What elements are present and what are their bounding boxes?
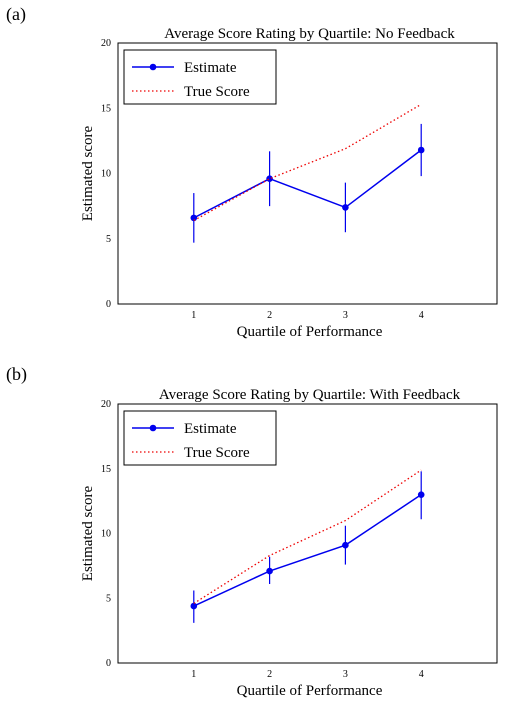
panel-a-y-tick-label: 10 — [101, 169, 111, 180]
panel-b-y-axis-label: Estimated score — [80, 485, 96, 581]
panel-b-x-axis-label: Quartile of Performance — [237, 683, 383, 699]
panel-b-estimate-point — [190, 602, 198, 610]
panel-b-estimate-point — [417, 491, 425, 498]
panel-a-y-tick-label: 20 — [101, 38, 111, 49]
panel-b-legend-label: Estimate — [184, 421, 237, 437]
panel-b-y-tick-label: 10 — [101, 529, 111, 540]
panel-a-legend-estimate-marker — [149, 63, 157, 71]
panel-a-estimate-point — [417, 146, 425, 154]
panel-a-plot-frame — [117, 42, 498, 305]
panel-a-legend-label: Estimate — [184, 60, 237, 76]
panel-a-y-tick-label: 0 — [106, 299, 111, 310]
panel-b-y-tick-label: 5 — [106, 593, 111, 604]
panel-a-legend-label: True Score — [184, 84, 250, 100]
panel-b-series-true-score-line — [193, 469, 422, 604]
panel-a-y-axis-label: Estimated score — [80, 125, 96, 221]
panel-b-y-tick-label: 0 — [106, 658, 111, 669]
panel-b-series-estimate-line — [193, 494, 422, 607]
panel-a-x-axis-label: Quartile of Performance — [237, 324, 383, 340]
panel-b-chart-title: Average Score Rating by Quartile: With F… — [159, 387, 461, 403]
panel-b-x-tick-label: 3 — [343, 669, 348, 680]
panel-b-x-tick-label: 2 — [267, 669, 272, 680]
panel-a-x-tick-label: 4 — [419, 310, 424, 321]
panel-a-estimate-point — [266, 175, 273, 183]
panel-a-y-tick-label: 15 — [101, 103, 111, 114]
panel-a-series-estimate-line — [193, 149, 422, 219]
panel-a-chart-title: Average Score Rating by Quartile: No Fee… — [164, 26, 455, 42]
panel-a-x-tick-label: 3 — [343, 310, 348, 321]
panel-b-x-tick-label: 4 — [419, 669, 424, 680]
panel-a-letter: (a) — [6, 4, 26, 24]
panel-b-legend-box — [123, 410, 277, 466]
panel-b-estimate-point — [342, 541, 349, 549]
panel-a-estimate-point — [190, 214, 198, 222]
panel-b-letter: (b) — [6, 364, 27, 384]
panel-b-x-tick-label: 1 — [191, 669, 196, 680]
panel-b-legend-estimate-marker — [149, 424, 157, 432]
panel-a-x-tick-label: 1 — [191, 310, 196, 321]
panel-b-plot-frame — [117, 403, 498, 664]
panel-b-estimate-point — [266, 567, 273, 575]
panel-a-y-tick-label: 5 — [106, 234, 111, 245]
panel-b-legend-label: True Score — [184, 445, 250, 461]
panel-a-series-true-score-line — [193, 103, 422, 222]
panel-a-x-tick-label: 2 — [267, 310, 272, 321]
panel-b-y-tick-label: 15 — [101, 464, 111, 475]
panel-a-legend-box — [123, 49, 277, 105]
panel-a-estimate-point — [342, 204, 349, 211]
panel-b-y-tick-label: 20 — [101, 399, 111, 410]
